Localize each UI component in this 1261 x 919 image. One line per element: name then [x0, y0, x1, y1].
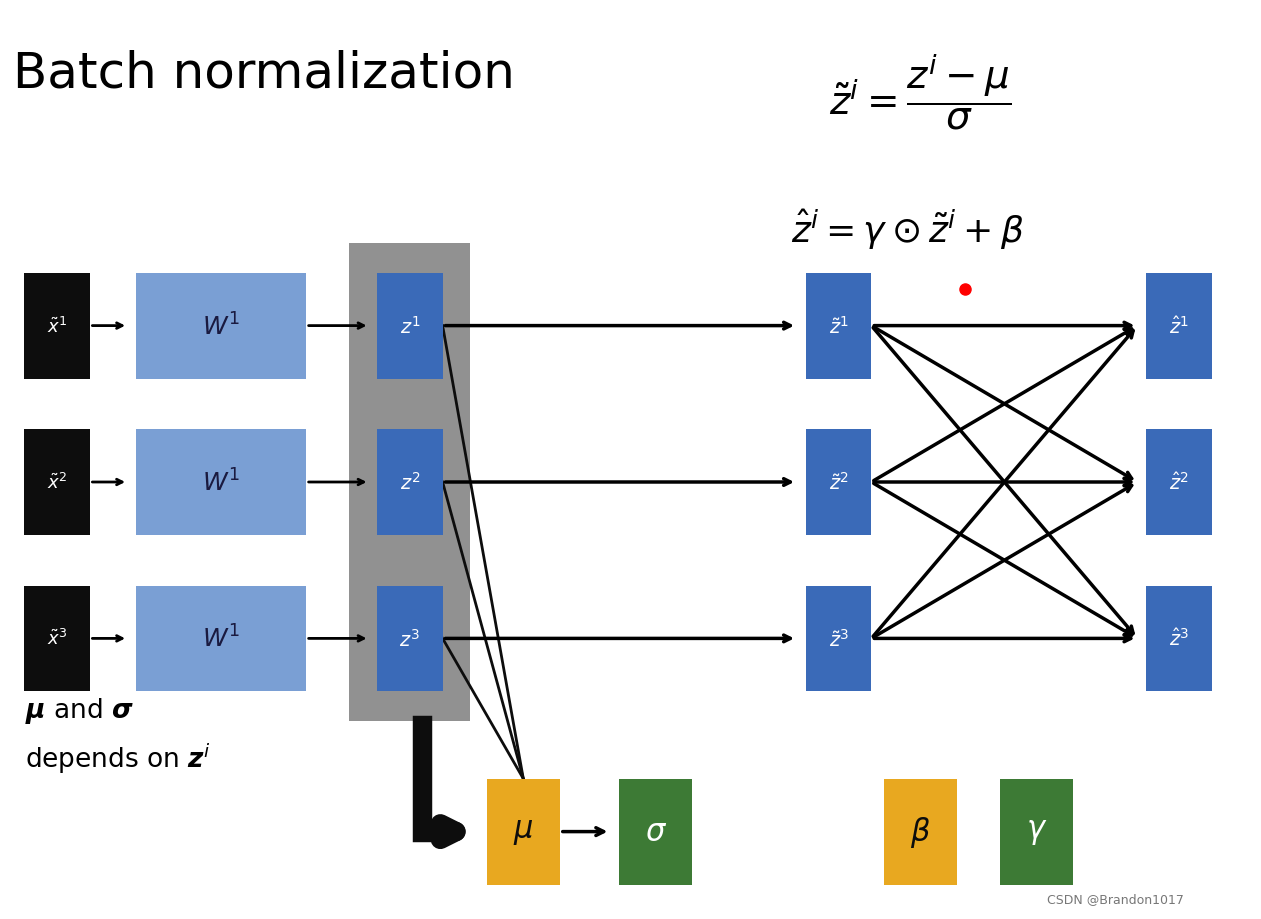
Bar [1146, 430, 1212, 535]
Text: $W^1$: $W^1$ [202, 469, 240, 496]
Bar [24, 273, 90, 379]
Text: $W^1$: $W^1$ [202, 625, 240, 652]
Bar [1146, 586, 1212, 691]
Bar [24, 586, 90, 691]
Text: $\mu$: $\mu$ [513, 817, 533, 846]
Text: $\gamma$: $\gamma$ [1026, 817, 1047, 846]
Bar [806, 430, 871, 535]
Bar [135, 430, 306, 535]
Bar [806, 273, 871, 379]
Text: $\sigma$: $\sigma$ [644, 817, 667, 846]
Text: $\beta$: $\beta$ [910, 814, 931, 849]
Bar [487, 778, 560, 884]
Text: $\tilde{z}^i = \dfrac{z^i - \mu}{\sigma}$: $\tilde{z}^i = \dfrac{z^i - \mu}{\sigma}… [830, 51, 1011, 132]
Bar [806, 586, 871, 691]
Bar [884, 778, 957, 884]
Bar [349, 244, 470, 720]
Text: $z^1$: $z^1$ [400, 315, 420, 337]
Bar [377, 586, 443, 691]
Text: $\tilde{z}^2$: $\tilde{z}^2$ [828, 471, 849, 494]
Text: $\hat{z}^2$: $\hat{z}^2$ [1169, 471, 1189, 494]
Text: $W^1$: $W^1$ [202, 312, 240, 340]
Text: $\tilde{z}^3$: $\tilde{z}^3$ [828, 628, 849, 650]
Text: CSDN @Brandon1017: CSDN @Brandon1017 [1047, 892, 1184, 905]
Bar [135, 586, 306, 691]
Text: $\tilde{x}^3$: $\tilde{x}^3$ [47, 629, 67, 649]
Text: $\tilde{z}^1$: $\tilde{z}^1$ [828, 315, 849, 337]
Text: $\tilde{x}^2$: $\tilde{x}^2$ [47, 472, 67, 493]
Text: $\hat{z}^1$: $\hat{z}^1$ [1169, 315, 1189, 337]
Text: $\hat{z}^3$: $\hat{z}^3$ [1169, 628, 1189, 650]
Text: $\hat{z}^i = \gamma\odot\tilde{z}^i + \beta$: $\hat{z}^i = \gamma\odot\tilde{z}^i + \b… [792, 208, 1024, 252]
Text: $\tilde{x}^1$: $\tilde{x}^1$ [47, 316, 67, 336]
Bar [24, 430, 90, 535]
Bar [377, 273, 443, 379]
Text: $z^3$: $z^3$ [400, 628, 420, 650]
Text: $z^2$: $z^2$ [400, 471, 420, 494]
Text: $\boldsymbol{\mu}$ and $\boldsymbol{\sigma}$
depends on $\boldsymbol{z}^i$: $\boldsymbol{\mu}$ and $\boldsymbol{\sig… [25, 695, 211, 776]
Text: Batch normalization: Batch normalization [13, 50, 514, 97]
Bar [135, 273, 306, 379]
Bar [1000, 778, 1073, 884]
Bar [377, 430, 443, 535]
Bar [1146, 273, 1212, 379]
Bar [619, 778, 692, 884]
